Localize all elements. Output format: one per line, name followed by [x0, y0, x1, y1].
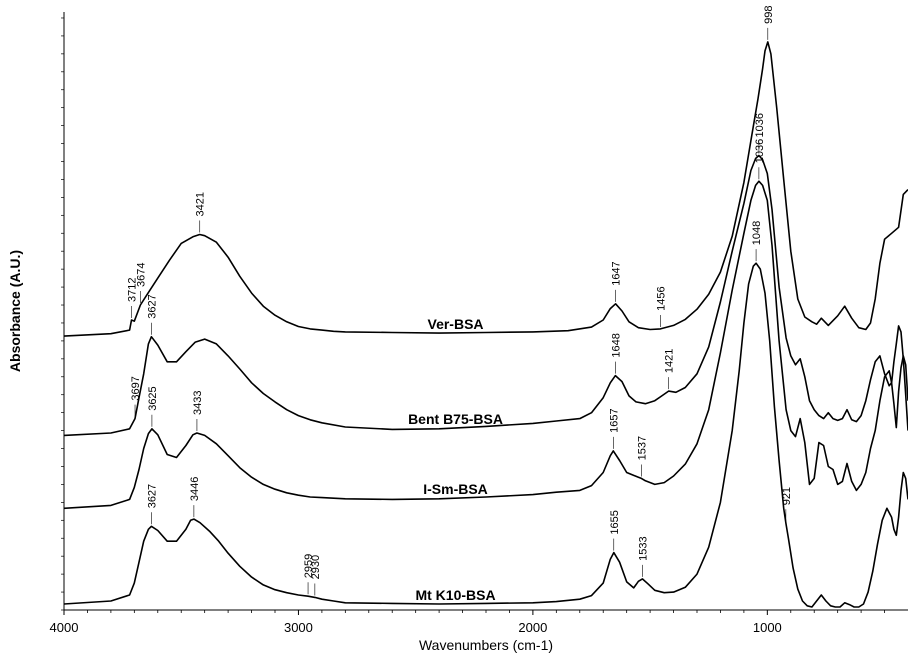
peak-label-3433: 3433 [192, 391, 204, 415]
peak-label-1421: 1421 [664, 349, 676, 373]
series-label-mt-k10-bsa: Mt K10-BSA [415, 587, 495, 603]
peak-label-3421: 3421 [195, 192, 207, 216]
series-line-bent-b75-bsa [63, 154, 908, 437]
x-tick-label-1000: 1000 [753, 620, 782, 635]
peak-label-1533: 1533 [637, 536, 649, 560]
x-ticks: 4000 3000 2000 1000 [50, 610, 885, 635]
x-tick-label-2000: 2000 [518, 620, 547, 635]
peak-label-2930: 2930 [310, 555, 322, 579]
x-tick-label-4000: 4000 [50, 620, 79, 635]
peak-label-3627: 3627 [146, 484, 158, 508]
peak-label-3712: 3712 [127, 278, 139, 302]
peak-label-3697: 3697 [130, 376, 142, 400]
x-tick-label-3000: 3000 [284, 620, 313, 635]
y-axis-title: Absorbance (A.U.) [7, 250, 23, 372]
peak-label-1048: 1048 [751, 221, 763, 245]
peak-label-1036: 1036 [754, 139, 766, 163]
peak-label-3446: 3446 [189, 477, 201, 501]
series-label-bent-b75-bsa: Bent B75-BSA [408, 411, 503, 427]
series-label-i-sm-bsa: I-Sm-BSA [423, 481, 488, 497]
peak-label-921: 921 [781, 487, 793, 505]
peak-label-3674: 3674 [135, 263, 147, 287]
series-line-ver-bsa [63, 41, 908, 337]
peak-label-1456: 1456 [655, 286, 667, 310]
series-layer [63, 41, 908, 608]
x-axis-title: Wavenumbers (cm-1) [419, 637, 553, 653]
axes: 4000 3000 2000 1000 [50, 12, 908, 635]
peak-label-3627: 3627 [146, 294, 158, 318]
peak-label-2959: 2959 [303, 554, 315, 578]
series-line-i-sm-bsa [63, 180, 908, 510]
peak-label-1648: 1648 [610, 333, 622, 357]
peak-label-1036: 1036 [754, 113, 766, 137]
peak-label-1657: 1657 [608, 408, 620, 432]
peak-label-layer: Ver-BSA Bent B75-BSA I-Sm-BSA Mt K10-BSA 371… [127, 6, 793, 603]
series-label-ver-bsa: Ver-BSA [428, 316, 484, 332]
peak-label-3625: 3625 [147, 386, 159, 410]
peak-label-1655: 1655 [609, 510, 621, 534]
peak-label-1537: 1537 [636, 436, 648, 460]
peak-label-1647: 1647 [611, 261, 623, 285]
y-minor-ticks [61, 17, 64, 611]
series-line-mt-k10-bsa [63, 262, 908, 608]
peak-label-998: 998 [763, 6, 775, 24]
